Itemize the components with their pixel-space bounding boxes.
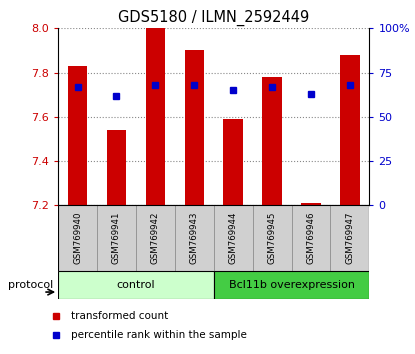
Bar <box>97 205 136 271</box>
Text: transformed count: transformed count <box>71 311 168 321</box>
Text: Bcl11b overexpression: Bcl11b overexpression <box>229 280 354 290</box>
Bar <box>340 55 360 205</box>
Bar <box>291 205 330 271</box>
Bar <box>214 205 253 271</box>
Bar <box>301 203 321 205</box>
Bar <box>146 28 165 205</box>
Bar <box>58 205 97 271</box>
Bar <box>330 205 369 271</box>
Bar <box>185 50 204 205</box>
Text: GSM769947: GSM769947 <box>345 212 354 264</box>
Bar <box>107 130 126 205</box>
Bar <box>68 66 87 205</box>
Text: control: control <box>117 280 155 290</box>
Text: GSM769943: GSM769943 <box>190 212 199 264</box>
Text: GSM769944: GSM769944 <box>229 212 238 264</box>
Text: GSM769941: GSM769941 <box>112 212 121 264</box>
Bar <box>253 205 292 271</box>
Text: GSM769942: GSM769942 <box>151 212 160 264</box>
Title: GDS5180 / ILMN_2592449: GDS5180 / ILMN_2592449 <box>118 9 309 25</box>
Text: GSM769946: GSM769946 <box>307 212 315 264</box>
Bar <box>223 119 243 205</box>
Bar <box>175 205 214 271</box>
Bar <box>262 77 282 205</box>
Bar <box>214 271 369 299</box>
Text: percentile rank within the sample: percentile rank within the sample <box>71 330 247 340</box>
Text: GSM769940: GSM769940 <box>73 212 82 264</box>
Bar <box>136 205 175 271</box>
Text: GSM769945: GSM769945 <box>268 212 276 264</box>
Bar <box>58 271 214 299</box>
Text: protocol: protocol <box>8 280 54 290</box>
